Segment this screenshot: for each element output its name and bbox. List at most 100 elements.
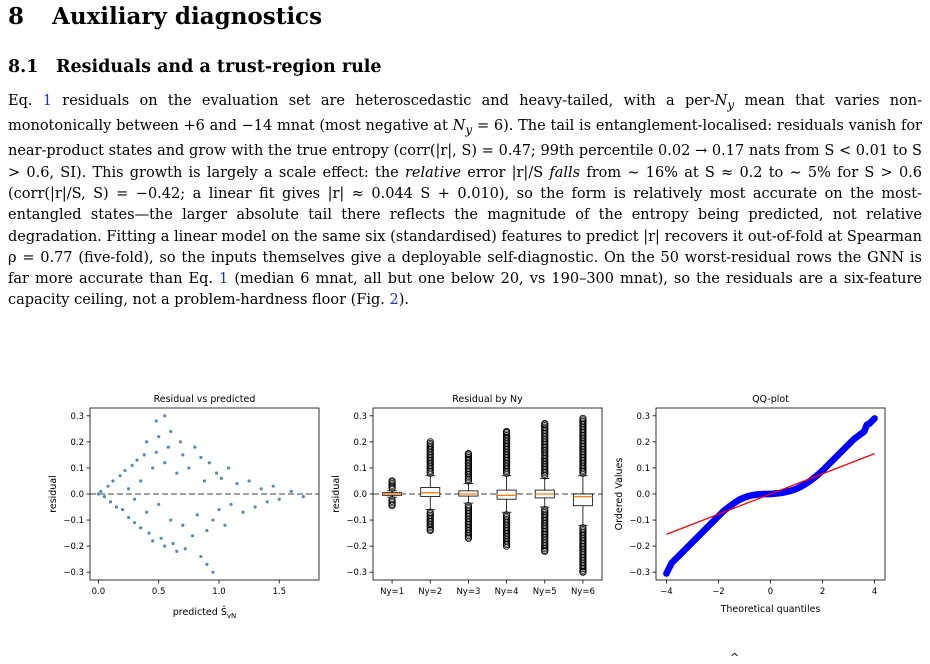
scatter-point [163,461,167,465]
x-tick-label: −2 [712,587,725,597]
y-tick-label: 0.3 [353,412,367,422]
x-tick-label: 1.0 [212,587,226,597]
y-tick-label: 0.2 [70,438,84,448]
scatter-point [253,505,257,509]
x-tick-label: Ny=1 [380,587,404,597]
y-axis-label: Ordered Values [614,458,625,531]
scatter-point [199,455,203,460]
y-tick-label: −0.3 [346,568,367,578]
paragraph-text-7: ). [398,292,410,309]
paragraph-text-1: residuals on the evaluation set are hete… [52,93,715,109]
y-tick-label: 0.0 [636,490,650,500]
x-tick-label: Ny=3 [456,587,480,597]
x-tick-label: 2 [820,587,825,597]
scatter-point [277,497,281,501]
scatter-point [102,495,107,499]
chart-title: Residual vs predicted [154,394,256,405]
scatter-point [187,466,191,470]
outlier-point [426,438,434,446]
scatter-point [132,497,137,501]
scatter-point [259,487,263,491]
outlier-point [579,568,587,576]
scatter-point [265,500,269,504]
y-tick-label: 0.1 [636,464,650,474]
scatter-point [171,541,175,546]
paragraph-text-6: (median 6 mnat, all but one below 20, vs… [8,271,922,309]
y-tick-label: −0.2 [629,542,650,552]
paragraph-text-2: mean that varies non-monotonically betwe… [8,93,922,135]
y-tick-label: 0.3 [70,412,84,422]
x-tick-label: Ny=2 [418,587,442,597]
scatter-point [247,479,251,483]
ny-symbol-2: N [452,118,466,135]
scatter-point [111,479,115,483]
scatter-point [123,468,127,473]
box [572,493,593,507]
qq-point [871,415,878,422]
scatter-point [145,510,149,514]
scatter-point [163,544,167,548]
scatter-point [147,531,151,535]
x-tick-label: Ny=6 [571,587,595,597]
scatter-point [214,471,219,475]
y-axis-label: residual [331,475,342,513]
scatter-point [169,429,173,434]
scatter-point [154,419,158,423]
outlier-point [579,414,587,423]
scatter-point [199,554,203,559]
scatter-point [145,440,149,444]
subsection-title: Residuals and a trust-region rule [56,57,382,77]
paragraph-text-5: from ∼ 16% at S ≈ 0.2 to ∼ 5% for S > 0.… [8,164,922,288]
scatter-point [154,450,158,454]
paragraph-text-3: = 6). The tail is entanglement-localised… [8,118,922,181]
chart-title: Residual by Ny [452,394,523,405]
scatter-point [289,489,293,493]
scatter-point [139,479,143,483]
y-tick-label: −0.1 [629,516,650,526]
qq-fit-line [666,453,875,535]
outlier-point [464,450,473,458]
outlier-point [502,542,511,550]
figure-residual-diagnostics: 0.3 0.2 0.1 0.0 −0.1 −0.2 −0.3 residual 0.0 0.5 1.… [48,394,886,620]
scatter-point [135,458,139,462]
scatter-point [151,539,155,543]
falls-emphasis: falls [549,164,581,181]
scatter-point [163,414,167,418]
scatter-point [207,461,211,465]
outlier-point [464,534,473,542]
scatter-point [229,502,233,507]
x-tick-label: Ny=4 [495,587,519,597]
scatter-point [169,518,173,522]
scatter-point [108,500,113,504]
scatter-point [157,435,161,439]
y-tick-label: −0.2 [346,542,367,552]
box [496,489,517,500]
scatter-point [120,508,125,512]
equation-link[interactable]: 1 [42,93,52,109]
scatter-point [217,508,221,512]
y-tick-label: −0.3 [629,568,650,578]
ny-subscript: y [727,97,735,112]
equation-link-2[interactable]: 1 [219,271,229,288]
scatter-point [241,510,245,514]
relative-emphasis: relative [405,164,462,181]
x-tick-label: 0.0 [92,587,106,597]
x-tick-label: Ny=5 [533,587,557,597]
section-title: Auxiliary diagnostics [52,3,323,30]
scatter-point [157,502,161,507]
figure-link[interactable]: 2 [389,292,399,309]
scatter-point [159,536,163,540]
outlier-point [541,420,549,428]
box [420,487,441,498]
chart-title: QQ-plot [752,394,789,405]
scatter-point [142,453,146,457]
eq-word: Eq. [8,93,33,109]
scatter-point [132,521,137,525]
scatter-point [227,466,231,470]
y-tick-label: 0.2 [636,438,650,448]
scatter-point [178,440,182,444]
x-tick-label: −4 [660,587,673,597]
y-tick-label: 0.0 [70,490,84,500]
scatter-point [235,481,239,486]
x-tick-label: 4 [872,587,877,597]
